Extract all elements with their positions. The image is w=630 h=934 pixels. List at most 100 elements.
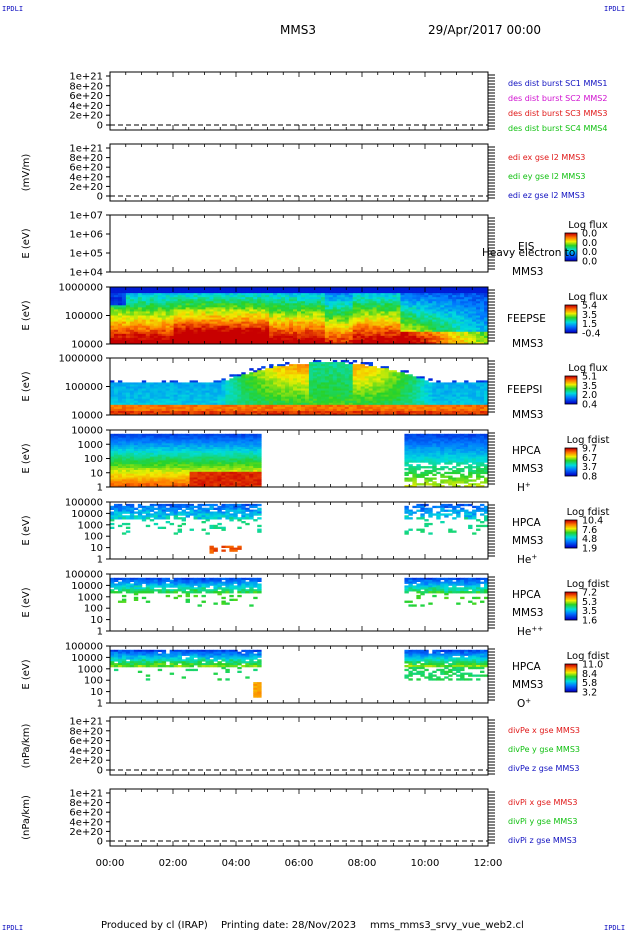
spectrogram-cell <box>161 327 167 331</box>
spectrogram-cell <box>269 331 274 335</box>
spectrogram-cell <box>312 313 318 316</box>
spectrogram-cell <box>205 291 210 294</box>
spectrogram-cell <box>384 299 389 302</box>
spectrogram-cell <box>113 408 119 412</box>
spectrogram-cell <box>344 295 350 298</box>
spectrogram-cell <box>233 337 238 341</box>
spectrogram-cell <box>141 380 147 383</box>
spectrogram-cell <box>316 394 322 398</box>
spectrogram-cell <box>332 321 338 325</box>
spectrogram-cell <box>416 307 421 310</box>
spectrogram-cell <box>456 313 461 316</box>
spectrogram-cell <box>173 412 179 416</box>
spectrogram-cell <box>285 382 290 385</box>
spectrogram-cell <box>460 319 465 323</box>
spectrogram-cell <box>293 323 298 327</box>
spectrogram-cell <box>209 394 214 398</box>
spectrogram-cell <box>233 404 238 408</box>
spectrogram-cell <box>408 315 413 318</box>
spectrogram-cell <box>464 287 469 290</box>
spectrogram-cell <box>125 325 131 329</box>
spectrogram-cell <box>324 362 330 365</box>
spectrogram-cell <box>205 335 210 339</box>
spectrogram-cell <box>157 404 163 408</box>
spectrogram-cell <box>177 402 183 406</box>
spectrogram-cell <box>257 339 262 343</box>
spectrogram-cell <box>344 293 350 296</box>
spectrogram-cell <box>408 339 413 343</box>
spectrogram-cell <box>340 374 346 377</box>
spectrogram-cell <box>480 404 485 408</box>
spectrogram-cell <box>161 402 167 406</box>
spectrogram-cell <box>400 388 405 391</box>
spectrogram-cell <box>165 406 171 410</box>
spectrogram-cell <box>217 319 222 323</box>
spectrogram-cell <box>209 390 214 394</box>
spectrogram-cell <box>304 309 310 312</box>
spectrogram-cell <box>452 325 457 329</box>
spectrogram-cell <box>452 301 457 304</box>
spectrogram-cell <box>117 394 123 398</box>
spectrogram-cell <box>253 287 258 290</box>
spectrogram-cell <box>153 388 159 391</box>
spectrogram-cell <box>269 341 274 345</box>
spectrogram-cell <box>289 396 294 400</box>
spectrogram-cell <box>452 303 457 306</box>
spectrogram-cell <box>129 339 135 343</box>
spectrogram-cell <box>336 299 342 302</box>
spectrogram-cell <box>241 305 246 308</box>
spectrogram-cell <box>344 301 350 304</box>
spectrogram-cell <box>289 400 294 404</box>
spectrogram-cell <box>332 333 338 337</box>
spectrogram-cell <box>117 311 123 314</box>
spectrogram-cell <box>197 396 202 400</box>
spectrogram-cell <box>265 325 270 329</box>
spectrogram-cell <box>300 331 306 335</box>
spectrogram-cell <box>356 406 362 410</box>
spectrogram-cell <box>157 335 163 339</box>
spectrogram-cell <box>464 337 469 341</box>
spectrogram-cell <box>257 311 262 314</box>
legend-entry: des dist burst SC2 MMS2 <box>508 94 607 103</box>
spectrogram-cell <box>400 378 405 381</box>
spectrogram-cell <box>261 291 266 294</box>
spectrogram-cell <box>340 406 346 410</box>
spectrogram-cell <box>193 380 198 383</box>
spectrogram-cell <box>408 394 413 398</box>
spectrogram-cell <box>308 289 314 292</box>
spectrogram-cell <box>241 398 246 402</box>
spectrogram-cell <box>448 327 453 331</box>
spectrogram-cell <box>340 392 346 396</box>
spectrogram-cell <box>324 321 330 325</box>
legend-entry: des dist burst SC4 MMS4 <box>508 124 607 133</box>
spectrogram-cell <box>153 339 159 343</box>
spectrogram-cell <box>412 392 417 396</box>
spectrogram-cell <box>388 323 393 327</box>
spectrogram-cell <box>356 309 362 312</box>
spectrogram-cell <box>328 378 334 381</box>
spectrogram-cell <box>269 366 274 369</box>
spectrogram-cell <box>169 331 175 335</box>
spectrogram-cell <box>245 331 250 335</box>
spectrogram-cell <box>161 386 167 389</box>
spectrogram-cell <box>368 382 374 385</box>
spectrogram-cell <box>408 323 413 327</box>
spectrogram-cell <box>360 313 366 316</box>
spectrogram-cell <box>277 337 282 341</box>
spectrogram-cell <box>225 339 230 343</box>
spectrogram-cell <box>400 398 405 402</box>
spectrogram-cell <box>468 410 473 414</box>
spectrogram-cell <box>432 390 437 394</box>
spectrogram-cell <box>213 321 218 325</box>
spectrogram-cell <box>157 341 163 345</box>
spectrogram-cell <box>241 333 246 337</box>
spectrogram-cell <box>153 412 159 416</box>
spectrogram-cell <box>197 299 202 302</box>
instrument-label: EIS <box>518 241 535 253</box>
spectrogram-cell <box>221 390 226 394</box>
spectrogram-cell <box>133 400 139 404</box>
spectrogram-cell <box>110 402 115 406</box>
spectrogram-cell <box>396 398 401 402</box>
y-axis-label: (mV/m) <box>21 154 32 192</box>
spectrogram-cell <box>273 400 278 404</box>
